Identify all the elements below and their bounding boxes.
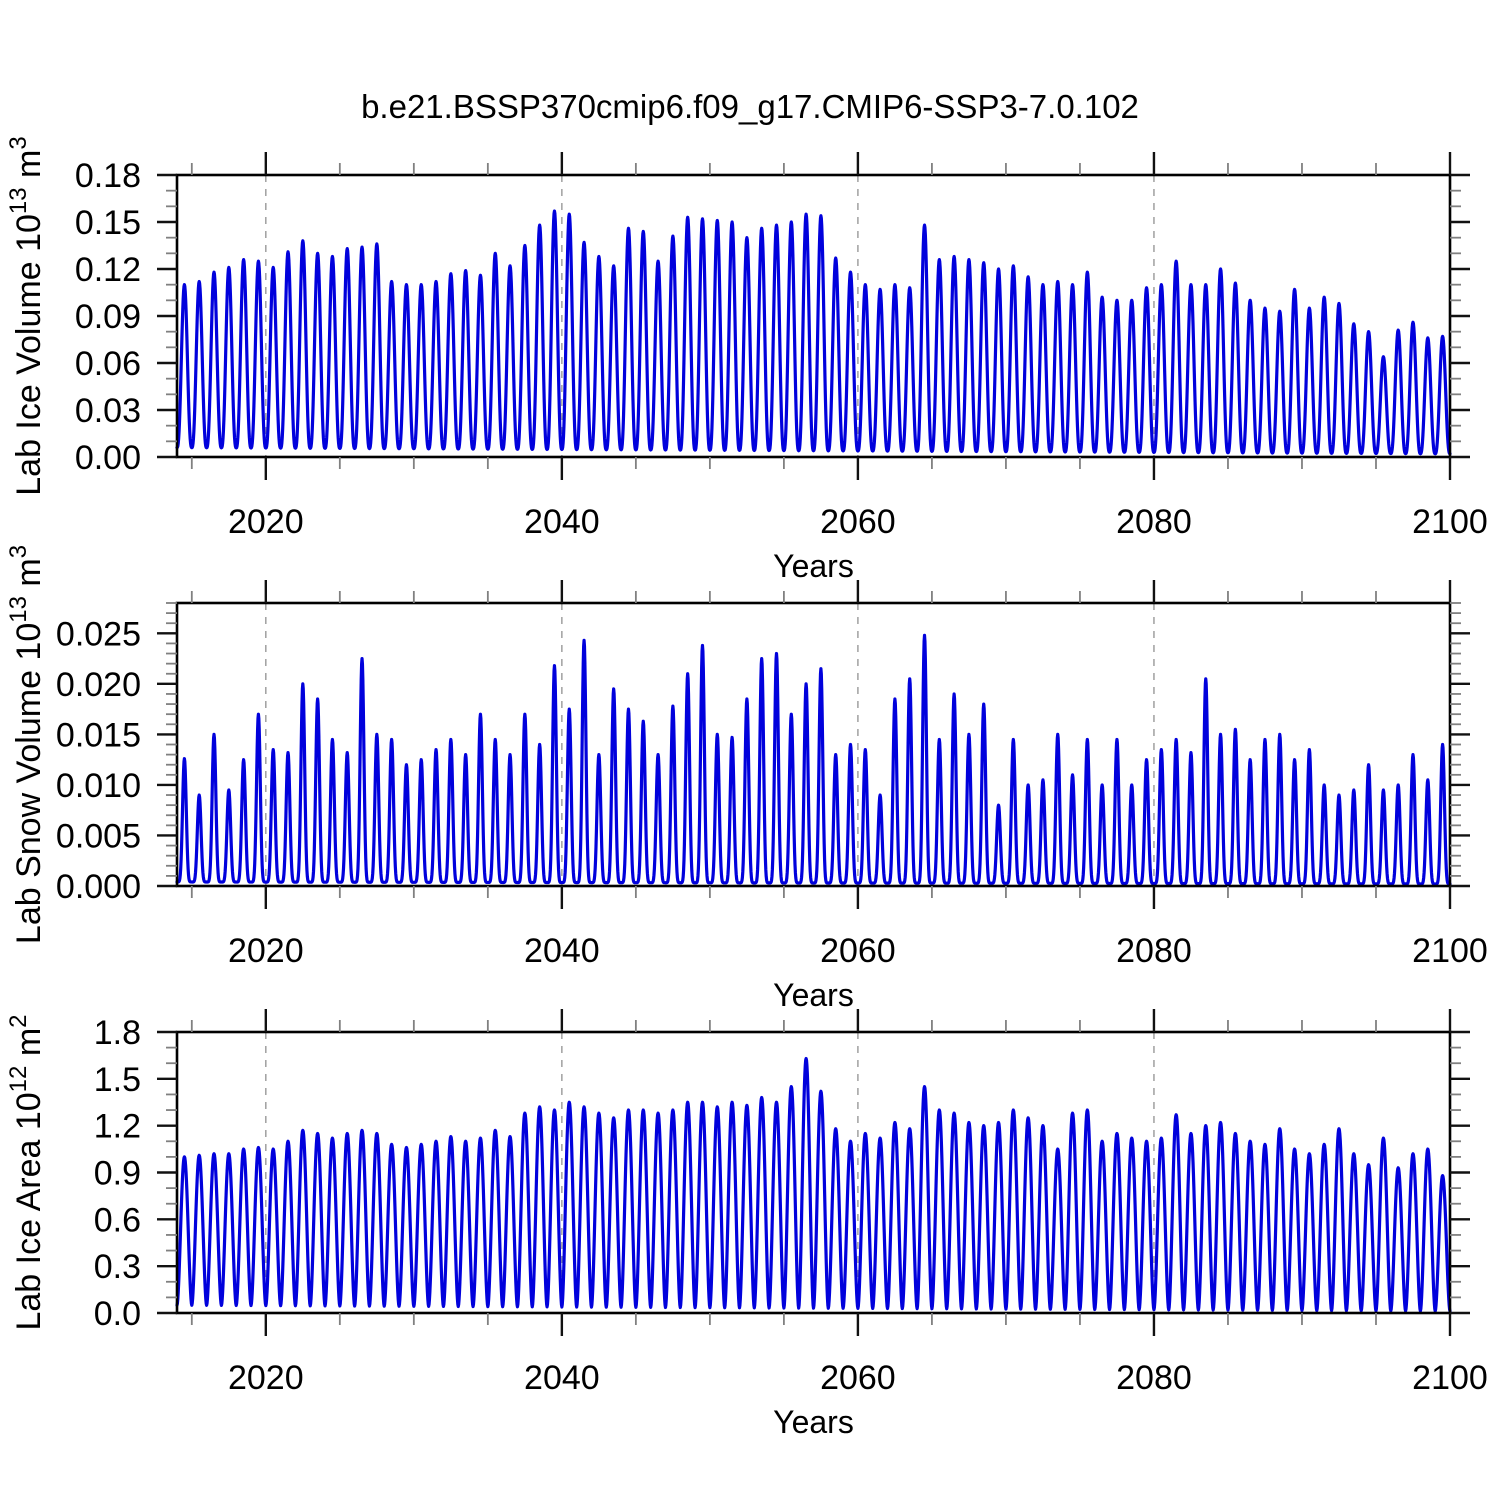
y-tick-label: 0.03 [75,392,141,430]
panel-lab-snow-volume: 0.000 0.005 0.010 0.015 0.020 0.025 2020 2040 20… [5,545,1488,1013]
y-tick-label: 0.6 [94,1201,141,1239]
y-tick-label: 0.09 [75,298,141,336]
x-tick-label: 2020 [228,1359,304,1397]
x-tick-label: 2060 [820,503,896,541]
x-tick-label: 2100 [1412,503,1488,541]
x-tick-label: 2040 [524,1359,600,1397]
x-tick-label: 2100 [1412,932,1488,970]
x-tick-label: 2080 [1116,503,1192,541]
y-tick-label: 0.015 [56,716,141,754]
data-line [175,209,1452,456]
y-tick-label: 1.5 [94,1061,141,1099]
figure-title: b.e21.BSSP370cmip6.f09_g17.CMIP6-SSP3-7.… [361,88,1139,125]
y-axis-label: Lab Ice Area 1012 m2 [5,1014,48,1330]
y-tick-label: 0.005 [56,817,141,855]
y-tick-label: 0.15 [75,204,141,242]
x-axis-label: Years [773,1404,854,1440]
y-tick-label: 0.18 [75,157,141,195]
y-tick-label: 0.12 [75,251,141,289]
y-tick-label: 1.8 [94,1014,141,1052]
x-tick-label: 2080 [1116,1359,1192,1397]
panel-lab-ice-volume: 0.00 0.03 0.06 0.09 0.12 0.15 0.18 2020 2040 2060… [5,136,1488,584]
x-tick-label: 2020 [228,503,304,541]
x-axis-label: Years [773,977,854,1013]
x-tick-label: 2100 [1412,1359,1488,1397]
y-tick-label: 0.3 [94,1248,141,1286]
y-tick-label: 0.020 [56,666,141,704]
y-tick-label: 0.000 [56,868,141,906]
x-tick-label: 2040 [524,503,600,541]
data-line [175,633,1452,886]
y-tick-label: 0.06 [75,345,141,383]
y-tick-label: 0.9 [94,1155,141,1193]
x-tick-label: 2060 [820,932,896,970]
y-axis-label: Lab Ice Volume 1013 m3 [5,136,48,496]
y-tick-label: 0.025 [56,615,141,653]
data-line [175,1056,1452,1313]
y-tick-label: 0.00 [75,439,141,477]
x-axis-label: Years [773,548,854,584]
axis-frame [175,601,1452,888]
x-tick-label: 2040 [524,932,600,970]
y-axis-label: Lab Snow Volume 1013 m3 [5,545,48,944]
y-tick-label: 1.2 [94,1108,141,1146]
panel-lab-ice-area: 0.0 0.3 0.6 0.9 1.2 1.5 1.8 2020 2040 2060 2080 210… [5,1009,1488,1440]
y-tick-label: 0.0 [94,1295,141,1333]
x-tick-label: 2060 [820,1359,896,1397]
x-tick-label: 2020 [228,932,304,970]
x-tick-label: 2080 [1116,932,1192,970]
y-tick-label: 0.010 [56,767,141,805]
